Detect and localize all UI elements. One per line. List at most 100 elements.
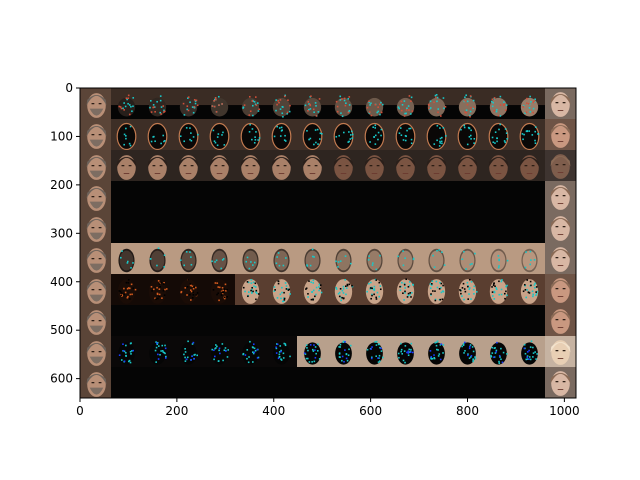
speckle bbox=[335, 100, 338, 103]
speckle bbox=[134, 288, 137, 291]
hair-shape bbox=[550, 279, 571, 291]
mouth bbox=[123, 173, 130, 175]
speckle bbox=[184, 287, 187, 289]
mask-fill bbox=[427, 97, 446, 117]
speckle bbox=[121, 294, 124, 296]
speckle bbox=[371, 264, 374, 266]
speckle bbox=[530, 340, 533, 343]
speckle bbox=[348, 104, 351, 106]
tile-upper bbox=[359, 88, 390, 106]
speckle bbox=[190, 290, 193, 293]
speckle bbox=[471, 346, 474, 348]
speckle bbox=[440, 286, 442, 289]
tile-r8-c0 bbox=[80, 336, 111, 367]
face-fill bbox=[117, 279, 136, 304]
speckle bbox=[493, 282, 495, 284]
speckle bbox=[130, 283, 133, 286]
speckle bbox=[123, 293, 125, 296]
speckle bbox=[249, 110, 252, 113]
speckle bbox=[280, 349, 282, 352]
speckle bbox=[430, 284, 433, 286]
hair-shape bbox=[116, 156, 137, 168]
speckle bbox=[491, 346, 494, 349]
speckle bbox=[163, 281, 165, 284]
face-shape bbox=[551, 123, 570, 148]
speckle bbox=[190, 359, 192, 361]
hair-shape bbox=[333, 156, 354, 168]
tile-r0-c4 bbox=[204, 88, 235, 117]
speckle bbox=[380, 347, 382, 350]
speckle bbox=[337, 266, 339, 268]
speckle bbox=[187, 278, 189, 281]
tile-r3-c15 bbox=[545, 181, 576, 212]
speckle bbox=[472, 99, 475, 102]
speckle bbox=[247, 291, 250, 293]
speckle bbox=[211, 105, 214, 107]
eye-left bbox=[91, 320, 95, 322]
speckle bbox=[378, 281, 381, 284]
speckle bbox=[493, 290, 496, 293]
speckle bbox=[125, 97, 128, 100]
speckle bbox=[444, 106, 447, 108]
tile-upper bbox=[452, 88, 483, 106]
speckle bbox=[526, 351, 529, 353]
speckle bbox=[397, 352, 400, 355]
speckle bbox=[498, 265, 500, 267]
speckle bbox=[490, 100, 493, 103]
speckle bbox=[221, 343, 224, 345]
speckle bbox=[525, 358, 528, 361]
speckle bbox=[430, 357, 432, 359]
eye-left bbox=[152, 165, 156, 167]
tile-r1-c7 bbox=[297, 119, 328, 151]
speckle bbox=[309, 103, 311, 106]
speckle bbox=[439, 127, 441, 129]
speckle bbox=[342, 285, 345, 288]
mask-fill bbox=[303, 97, 322, 117]
tile-r5-c3 bbox=[173, 243, 204, 274]
speckle bbox=[366, 106, 369, 109]
speckle bbox=[469, 114, 471, 117]
speckle bbox=[127, 260, 129, 263]
speckle bbox=[402, 250, 404, 252]
speckle bbox=[410, 296, 412, 298]
y-tick-label: 500 bbox=[50, 323, 73, 337]
speckle bbox=[400, 342, 402, 345]
speckle bbox=[502, 104, 505, 106]
tile-r7-c15 bbox=[545, 305, 576, 336]
hair-shape bbox=[457, 156, 478, 168]
speckle bbox=[279, 293, 282, 296]
speckle bbox=[379, 285, 382, 287]
speckle bbox=[410, 96, 413, 99]
speckle bbox=[312, 282, 315, 284]
speckle bbox=[153, 288, 155, 291]
speckle bbox=[343, 131, 345, 134]
speckle bbox=[306, 357, 309, 360]
speckle bbox=[157, 280, 160, 282]
speckle bbox=[185, 251, 188, 253]
speckle bbox=[194, 102, 197, 105]
speckle bbox=[530, 101, 532, 103]
speckle bbox=[195, 99, 198, 102]
speckle bbox=[251, 288, 253, 291]
tile-r8-c10 bbox=[390, 336, 421, 367]
speckle bbox=[400, 100, 403, 103]
speckle bbox=[222, 258, 225, 260]
speckle bbox=[429, 107, 432, 109]
speckle bbox=[471, 263, 473, 265]
speckle bbox=[242, 106, 245, 109]
speckle bbox=[349, 134, 352, 136]
speckle bbox=[217, 95, 220, 98]
speckle bbox=[160, 113, 162, 115]
mask-oval bbox=[335, 342, 352, 365]
hair-shape bbox=[550, 93, 571, 105]
speckle bbox=[369, 287, 372, 289]
speckle bbox=[118, 354, 121, 357]
speckle bbox=[280, 359, 283, 361]
tile-r2-c0 bbox=[80, 150, 111, 181]
speckle bbox=[408, 281, 411, 283]
speckle bbox=[498, 128, 500, 131]
speckle bbox=[280, 358, 282, 360]
mouth bbox=[433, 173, 440, 175]
speckle bbox=[495, 287, 498, 289]
speckle bbox=[279, 108, 282, 110]
